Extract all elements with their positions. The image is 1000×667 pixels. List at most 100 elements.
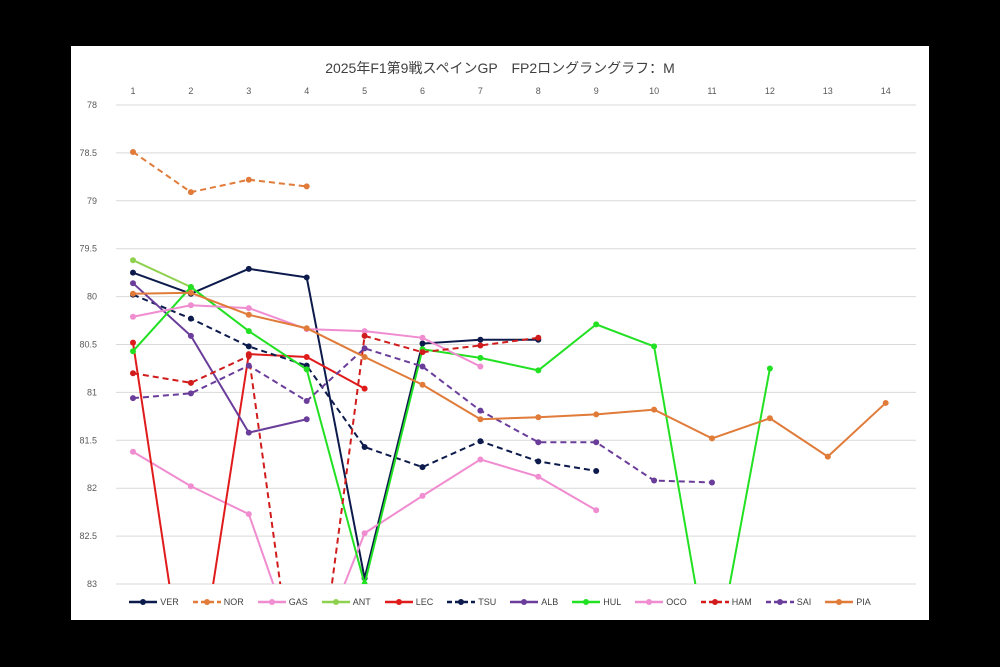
legend-item-ham: HAM (700, 597, 752, 607)
data-point (130, 148, 136, 155)
data-point (593, 439, 600, 446)
legend-item-gas: GAS (257, 597, 308, 607)
legend-marker-icon (700, 599, 729, 605)
y-tick-label: 81 (87, 387, 97, 397)
chart-panel: 2025年F1第9戦スペインGP FP2ロングラングラフ：M 78 78.5 79 7… (71, 46, 929, 620)
data-point (419, 349, 426, 356)
data-point (709, 479, 715, 486)
data-point (245, 311, 252, 318)
series-ant (130, 257, 194, 291)
legend-label: HUL (603, 597, 622, 607)
legend-label: PIA (856, 597, 871, 607)
data-point (593, 411, 600, 418)
data-point (361, 345, 368, 352)
data-point (361, 385, 368, 392)
series-pia (130, 289, 889, 460)
legend-item-ver: VER (129, 597, 179, 607)
data-point (361, 332, 368, 339)
legend-label: HAM (731, 597, 752, 607)
legend-marker-icon (825, 599, 854, 605)
data-point (477, 342, 484, 349)
data-point (535, 367, 542, 374)
data-point (824, 453, 831, 460)
y-tick-label: 82 (87, 483, 97, 493)
legend-item-sai: SAI (765, 597, 811, 607)
legend-label: NOR (223, 597, 244, 607)
data-point (419, 363, 426, 370)
x-tick-label: 4 (304, 86, 309, 96)
data-point (651, 406, 658, 413)
y-tick-label: 82.5 (79, 531, 97, 541)
series-gas (130, 448, 600, 584)
data-point (477, 438, 484, 445)
legend-marker-icon (384, 599, 413, 605)
data-point (130, 370, 136, 377)
data-point (361, 328, 368, 335)
data-point (535, 439, 542, 446)
series-alb (130, 280, 310, 436)
data-point (477, 336, 484, 343)
data-point (709, 435, 715, 442)
data-point (419, 340, 426, 347)
data-point (303, 416, 310, 423)
data-point (593, 321, 600, 328)
legend-label: OCO (666, 597, 687, 607)
legend-item-oco: OCO (635, 597, 687, 607)
data-point (130, 448, 136, 455)
series-hul (130, 284, 773, 584)
legend-label: LEC (415, 597, 434, 607)
x-tick-label: 9 (594, 86, 599, 96)
data-point (187, 289, 194, 296)
data-point (477, 354, 484, 361)
data-point (187, 315, 194, 322)
data-point (187, 390, 194, 397)
data-point (303, 183, 310, 190)
series-tsu (130, 291, 600, 474)
data-point (245, 352, 252, 359)
x-tick-label: 2 (188, 86, 193, 96)
x-tick-label: 11 (707, 86, 716, 96)
data-point (130, 257, 136, 264)
data-point (535, 334, 542, 341)
legend-marker-icon (765, 599, 794, 605)
y-tick-label: 80 (87, 292, 97, 302)
legend-item-alb: ALB (510, 597, 558, 607)
data-point (130, 339, 136, 346)
data-point (187, 284, 194, 291)
data-point (477, 416, 484, 423)
legend-item-hul: HUL (572, 597, 621, 607)
legend-marker-icon (321, 599, 350, 605)
data-point (130, 348, 136, 355)
legend-marker-icon (572, 599, 601, 605)
data-point (361, 581, 368, 584)
y-tick-label: 81.5 (79, 435, 97, 445)
data-point (651, 343, 658, 350)
series-nor (130, 148, 310, 196)
y-tick-label: 79 (87, 196, 97, 206)
data-point (361, 353, 368, 360)
x-tick-label: 8 (536, 86, 541, 96)
data-point (187, 189, 194, 196)
data-point (535, 414, 542, 421)
legend-item-tsu: TSU (447, 597, 496, 607)
data-point (477, 407, 484, 414)
data-point (187, 483, 194, 490)
legend-marker-icon (635, 599, 664, 605)
data-point (593, 507, 600, 514)
data-point (245, 265, 252, 272)
data-point (535, 473, 542, 480)
legend-marker-icon (129, 599, 158, 605)
data-point (361, 444, 368, 451)
x-tick-label: 5 (362, 86, 367, 96)
x-tick-label: 12 (765, 86, 775, 96)
legend-label: TSU (478, 597, 497, 607)
legend-marker-icon (257, 599, 286, 605)
legend-label: ANT (352, 597, 371, 607)
data-point (303, 353, 310, 360)
y-tick-label: 80.5 (79, 340, 97, 350)
data-point (245, 429, 252, 436)
data-point (303, 325, 310, 332)
y-tick-label: 78 (87, 100, 97, 110)
data-point (593, 467, 600, 474)
